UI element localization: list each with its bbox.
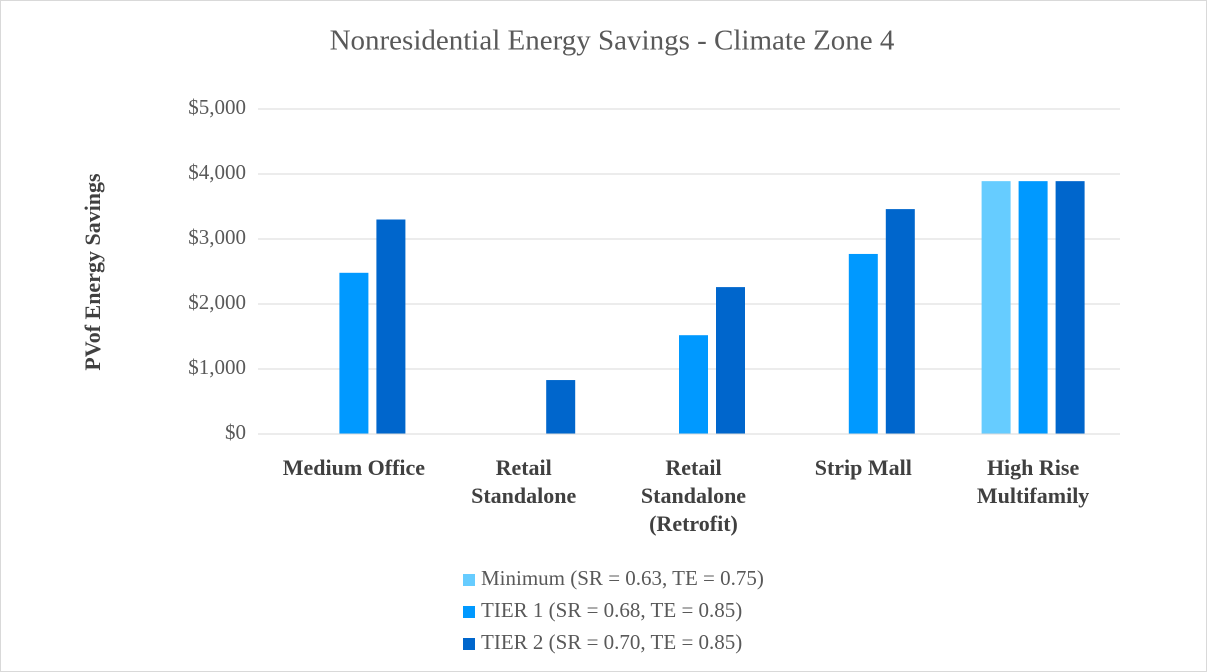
bar: [376, 219, 406, 434]
bar: [679, 335, 708, 434]
bar: [1018, 181, 1048, 434]
x-tick-label: Retail Standalone: [471, 455, 577, 508]
bar: [1055, 181, 1085, 434]
legend-label: TIER 1 (SR = 0.68, TE = 0.85): [481, 598, 742, 622]
y-tick-label: $3,000: [188, 225, 246, 249]
x-tick-label: Retail Standalone (Retrofit): [640, 455, 747, 536]
bar: [546, 380, 576, 434]
x-tick-label: Medium Office: [282, 455, 426, 480]
x-tick-label: Strip Mall: [814, 455, 912, 480]
y-axis-label: PVof Energy Savings: [80, 173, 105, 371]
x-tick-label: High Rise Multifamily: [976, 455, 1090, 508]
y-tick-label: $0: [225, 420, 246, 444]
y-tick-label: $4,000: [188, 160, 246, 184]
bar: [981, 181, 1011, 434]
legend-swatch: [463, 574, 475, 586]
legend-label: TIER 2 (SR = 0.70, TE = 0.85): [481, 630, 742, 654]
bar: [885, 209, 915, 434]
bar: [848, 253, 878, 434]
legend-label: Minimum (SR = 0.63, TE = 0.75): [481, 566, 764, 590]
legend-swatch: [463, 606, 475, 618]
bar: [339, 272, 369, 434]
legend-swatch: [463, 638, 475, 650]
bar: [716, 287, 745, 434]
y-tick-label: $2,000: [188, 290, 246, 314]
chart-title: Nonresidential Energy Savings - Climate …: [330, 25, 895, 57]
y-tick-label: $5,000: [188, 95, 246, 119]
y-tick-label: $1,000: [188, 355, 246, 379]
